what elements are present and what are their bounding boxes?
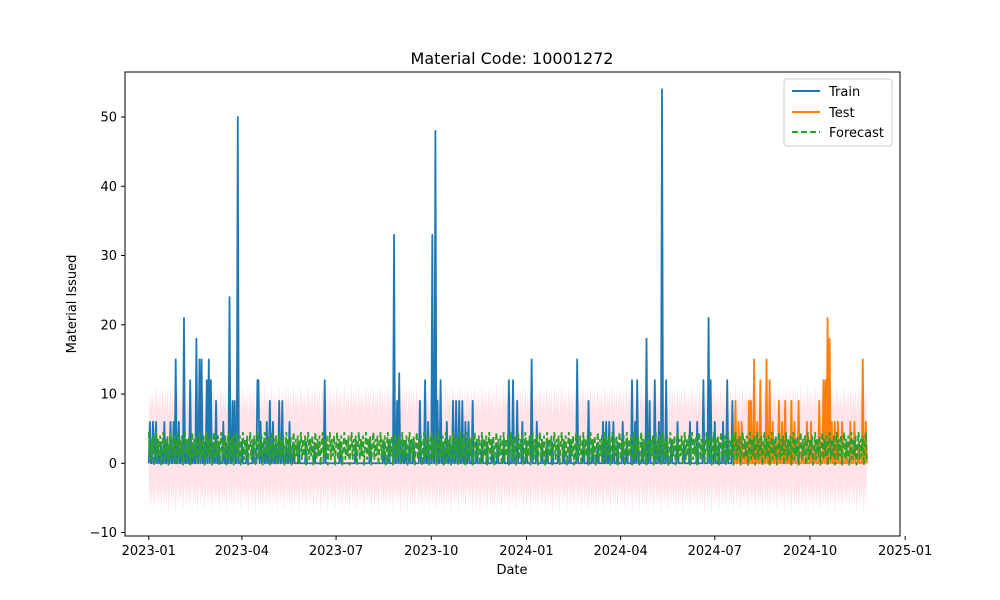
legend-box (783, 78, 893, 147)
y-tick-label: 30 (100, 249, 117, 264)
x-tick-label: 2024-07 (688, 544, 742, 559)
y-axis: −10 0 10 20 30 40 50 (90, 111, 125, 541)
legend: Train Test Forecast (783, 78, 893, 147)
series-line-forecast (147, 432, 868, 466)
x-tick-label: 2025-01 (878, 544, 932, 559)
y-tick-label: 10 (100, 388, 117, 403)
y-tick-label: 0 (109, 457, 117, 472)
x-tick-label: 2023-10 (404, 544, 458, 559)
plot-area-frame (124, 71, 901, 537)
x-tick-label: 2024-10 (783, 544, 837, 559)
legend-label-test: Test (828, 106, 855, 121)
x-tick-label: 2024-04 (593, 544, 647, 559)
x-tick-label: 2024-01 (499, 544, 553, 559)
y-axis-label: Material Issued (65, 255, 80, 354)
y-tick-label: 50 (100, 111, 117, 126)
y-tick-label: 40 (100, 180, 117, 195)
x-tick-label: 2023-04 (215, 544, 269, 559)
legend-label-train: Train (828, 85, 860, 100)
x-tick-label: 2023-01 (122, 544, 176, 559)
legend-label-forecast: Forecast (829, 126, 884, 141)
chart-title: Material Code: 10001272 (411, 49, 614, 68)
series-line-train (147, 88, 735, 465)
y-tick-label: −10 (90, 526, 117, 541)
x-axis-label: Date (496, 563, 527, 578)
x-tick-label: 2023-07 (309, 544, 363, 559)
series-layer (147, 88, 868, 466)
x-axis: 2023-01 2023-04 2023-07 2023-10 2024-01 2024-… (122, 536, 932, 559)
y-tick-label: 20 (100, 318, 117, 333)
